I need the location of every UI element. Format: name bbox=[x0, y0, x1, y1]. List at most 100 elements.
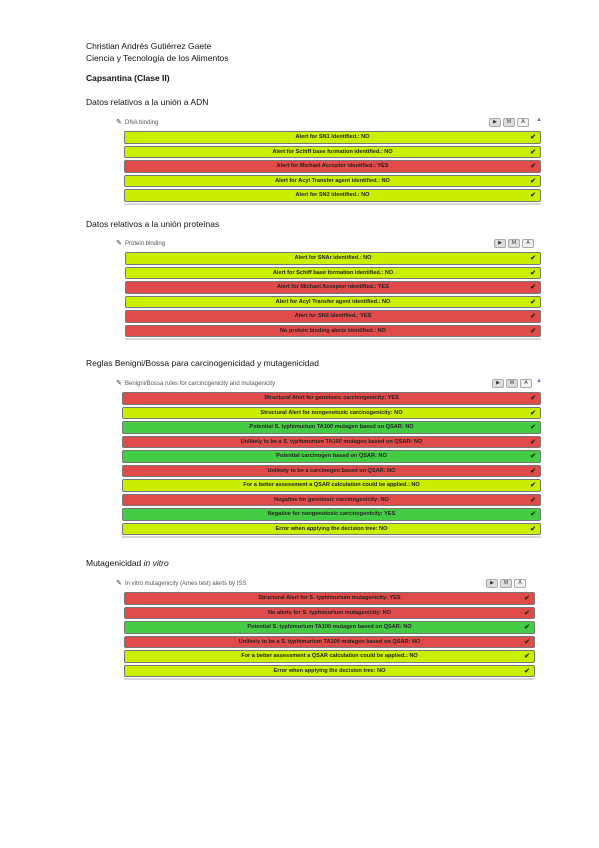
panel-header: ✎ Benigni/Bossa rules for carcinogenicit… bbox=[116, 378, 542, 392]
text-icon[interactable]: A bbox=[514, 579, 526, 588]
result-list: Structural Alert for S. typhimurium muta… bbox=[124, 592, 535, 680]
result-text: Potential carcinogen based on QSAR: NO bbox=[276, 453, 387, 460]
result-row[interactable]: Structural Alert for S. typhimurium muta… bbox=[124, 592, 535, 605]
checkmark-icon: ✔ bbox=[530, 467, 536, 475]
result-row[interactable]: Alert for SNAr identified.: NO ✔ bbox=[125, 252, 541, 265]
checkmark-icon: ✔ bbox=[530, 298, 536, 306]
checkmark-icon: ✔ bbox=[524, 609, 530, 617]
result-text: Potential S. typhimurium TA100 mutagen b… bbox=[247, 624, 412, 631]
result-text: Negative for nongenotoxic carcinogenicit… bbox=[267, 511, 396, 518]
checkmark-icon: ✔ bbox=[530, 327, 536, 335]
result-text: No alerts for S. typhimurium mutagenicit… bbox=[267, 609, 392, 616]
result-row[interactable]: Structural Alert for nongenotoxic carcin… bbox=[122, 406, 541, 419]
result-text: Unlikely to be a S. typhimurium TA100 mu… bbox=[240, 438, 423, 445]
result-row[interactable]: Potential S. typhimurium TA100 mutagen b… bbox=[124, 621, 535, 634]
result-row[interactable]: Potential carcinogen based on QSAR: NO ✔ bbox=[122, 450, 541, 463]
section-heading-italic: in vitro bbox=[143, 558, 169, 568]
result-row[interactable]: Potential S. typhimurium TA100 mutagen b… bbox=[122, 421, 541, 434]
result-list: Alert for SN1 identified.: NO ✔ Alert for … bbox=[124, 131, 541, 205]
result-row[interactable]: Alert for Michael Acceptor identified.: … bbox=[124, 160, 541, 173]
result-row[interactable]: Alert for SN1 identified.: NO ✔ bbox=[124, 131, 541, 144]
play-icon[interactable]: ▶ bbox=[486, 579, 498, 588]
result-text: Alert for Schiff base formation identifi… bbox=[272, 148, 393, 155]
result-row[interactable]: Error when applying the decision tree: N… bbox=[122, 522, 541, 535]
result-row[interactable]: Alert for Schiff base formation identifi… bbox=[125, 266, 541, 279]
result-text: Error when applying the decision tree: N… bbox=[275, 525, 388, 532]
list-bottom-border bbox=[124, 678, 535, 680]
checkmark-icon: ✔ bbox=[530, 482, 536, 489]
result-text: No protein binding alerts identified.: N… bbox=[280, 327, 386, 334]
panel-header: ✎ DNA binding ▶ M A ▲ bbox=[116, 117, 542, 131]
checkmark-icon: ✔ bbox=[530, 163, 536, 170]
result-row[interactable]: Negative for nongenotoxic carcinogenicit… bbox=[122, 508, 541, 521]
checkmark-icon: ✔ bbox=[524, 667, 530, 675]
pushpin-icon[interactable]: ✎ bbox=[116, 380, 122, 387]
result-text: Structural Alert for genotoxic carcinoge… bbox=[264, 395, 399, 402]
result-row[interactable]: Error when applying the decision tree: N… bbox=[124, 664, 535, 677]
result-row[interactable]: Alert for Acyl Transfer agent identified… bbox=[124, 174, 541, 187]
result-row[interactable]: Alert for SN2 identified.: NO ✔ bbox=[124, 189, 541, 202]
result-text: Unlikely to be a carcinogen based on QSA… bbox=[267, 467, 396, 474]
result-row[interactable]: Unlikely to be a carcinogen based on QSA… bbox=[122, 464, 541, 477]
result-row[interactable]: For a better assessment a QSAR calculati… bbox=[124, 650, 535, 663]
play-icon[interactable]: ▶ bbox=[494, 239, 506, 248]
panel-controls: ▶ M A bbox=[494, 239, 534, 248]
result-row[interactable]: Alert for Acyl Transfer agent identified… bbox=[125, 295, 541, 308]
result-row[interactable]: For a better assessment a QSAR calculati… bbox=[122, 479, 541, 492]
play-icon[interactable]: ▶ bbox=[492, 379, 504, 388]
stop-icon[interactable]: M bbox=[503, 118, 515, 127]
result-text: Error when applying the decision tree: N… bbox=[273, 667, 386, 674]
panel-controls: ▶ M A bbox=[492, 379, 532, 388]
result-row[interactable]: Alert for Schiff base formation identifi… bbox=[124, 145, 541, 158]
result-list: Alert for SNAr identified.: NO ✔ Alert for… bbox=[125, 252, 541, 340]
collapse-icon[interactable]: ▲ bbox=[536, 378, 542, 384]
checkmark-icon: ✔ bbox=[530, 438, 536, 446]
panel-title: Protein binding bbox=[125, 241, 166, 247]
result-row[interactable]: Negative for genotoxic carcinogenicity: … bbox=[122, 493, 541, 506]
result-text: Alert for Acyl Transfer agent identified… bbox=[275, 177, 390, 184]
panel-in-vitro-mutagenicity: ✎ In vitro mutagenicity (Ames test) aler… bbox=[116, 578, 541, 680]
page-title: Capsantina (Clase II) bbox=[86, 73, 170, 83]
result-row[interactable]: No protein binding alerts identified.: N… bbox=[125, 324, 541, 337]
result-row[interactable]: No alerts for S. typhimurium mutagenicit… bbox=[124, 606, 535, 619]
text-icon[interactable]: A bbox=[517, 118, 529, 127]
section-heading-protein: Datos relativos a la unión proteínas bbox=[86, 219, 220, 229]
panel-title: Benigni/Bossa rules for carcinogenicity … bbox=[125, 381, 276, 387]
panel-header: ✎ In vitro mutagenicity (Ames test) aler… bbox=[116, 578, 541, 592]
checkmark-icon: ✔ bbox=[530, 134, 536, 141]
panel-benigni-bossa: ✎ Benigni/Bossa rules for carcinogenicit… bbox=[116, 378, 542, 538]
result-text: Alert for Acyl Transfer agent identified… bbox=[275, 298, 391, 305]
checkmark-icon: ✔ bbox=[530, 269, 536, 277]
result-row[interactable]: Unlikely to be a S. typhimurium TA100 mu… bbox=[124, 635, 535, 648]
panel-controls: ▶ M A bbox=[486, 579, 526, 588]
checkmark-icon: ✔ bbox=[530, 192, 536, 199]
pushpin-icon[interactable]: ✎ bbox=[116, 119, 122, 126]
pushpin-icon[interactable]: ✎ bbox=[116, 580, 122, 587]
list-bottom-border bbox=[125, 338, 541, 340]
checkmark-icon: ✔ bbox=[524, 624, 530, 631]
section-heading-mutagenicity: Mutagenicidad in vitro bbox=[86, 558, 169, 568]
play-icon[interactable]: ▶ bbox=[489, 118, 501, 127]
stop-icon[interactable]: M bbox=[508, 239, 520, 248]
text-icon[interactable]: A bbox=[520, 379, 532, 388]
text-icon[interactable]: A bbox=[522, 239, 534, 248]
section-heading-dna: Datos relativos a la unión a ADN bbox=[86, 97, 209, 107]
checkmark-icon: ✔ bbox=[530, 284, 536, 291]
stop-icon[interactable]: M bbox=[500, 579, 512, 588]
checkmark-icon: ✔ bbox=[530, 395, 536, 402]
checkmark-icon: ✔ bbox=[530, 424, 536, 431]
result-text: Negative for genotoxic carcinogenicity: … bbox=[274, 496, 389, 503]
result-row[interactable]: Alert for SN2 identified.: YES ✔ bbox=[125, 310, 541, 323]
section-heading-text: Mutagenicidad bbox=[86, 558, 144, 568]
checkmark-icon: ✔ bbox=[524, 653, 530, 660]
result-row[interactable]: Unlikely to be a S. typhimurium TA100 mu… bbox=[122, 435, 541, 448]
collapse-icon[interactable]: ▲ bbox=[536, 117, 542, 123]
pushpin-icon[interactable]: ✎ bbox=[116, 240, 122, 247]
result-row[interactable]: Structural Alert for genotoxic carcinoge… bbox=[122, 392, 541, 405]
checkmark-icon: ✔ bbox=[524, 595, 530, 602]
section-heading-benigni: Reglas Benigni/Bossa para carcinogenicid… bbox=[86, 358, 319, 368]
result-text: Structural Alert for S. typhimurium muta… bbox=[258, 595, 401, 602]
author-name: Christian Andrés Gutiérrez Gaete bbox=[86, 41, 212, 51]
stop-icon[interactable]: M bbox=[506, 379, 518, 388]
result-row[interactable]: Alert for Michael Acceptor identified.: … bbox=[125, 281, 541, 294]
